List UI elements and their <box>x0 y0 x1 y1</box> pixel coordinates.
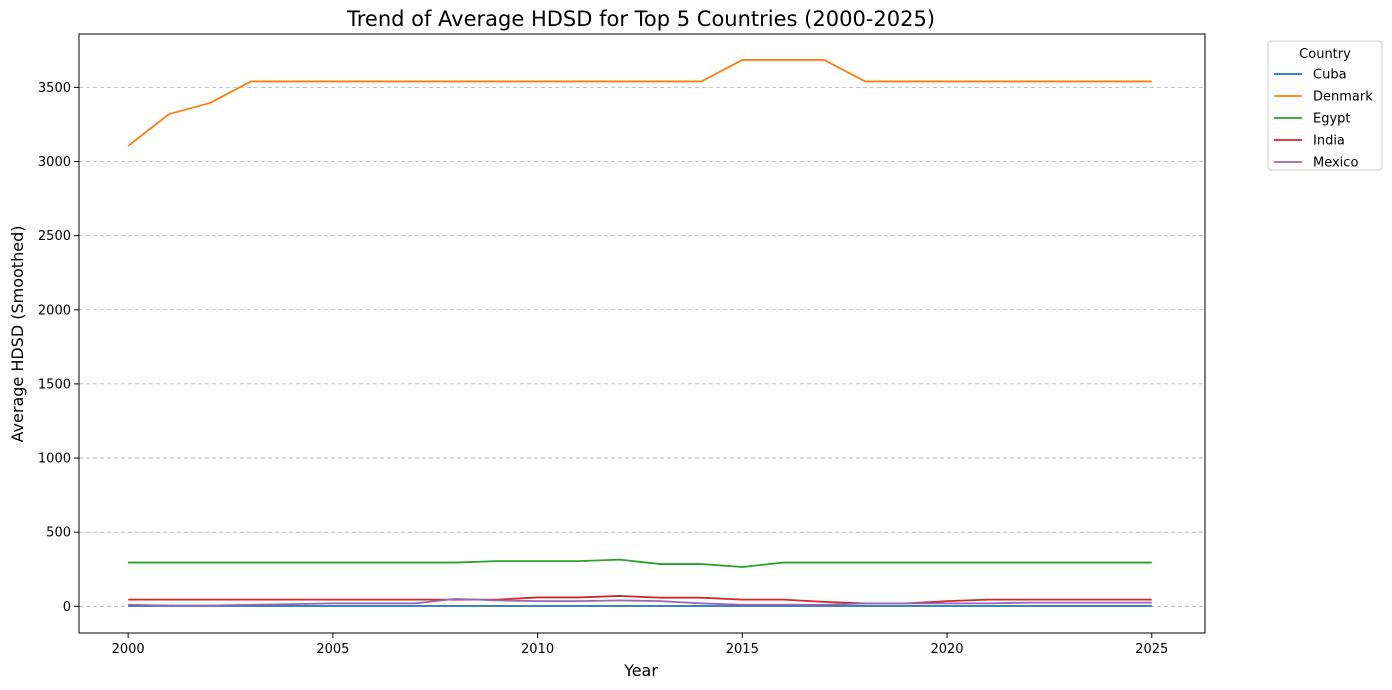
x-tick-label: 2025 <box>1135 642 1168 657</box>
y-gridlines <box>79 86 1205 607</box>
legend-label-cuba: Cuba <box>1313 68 1347 83</box>
legend-label-india: India <box>1313 134 1345 149</box>
y-tick-label: 500 <box>46 526 71 541</box>
x-tick-label: 2015 <box>726 642 759 657</box>
legend-label-egypt: Egypt <box>1313 112 1351 127</box>
y-tick-label: 2000 <box>38 303 71 318</box>
legend-label-denmark: Denmark <box>1313 90 1373 105</box>
series-line-denmark <box>127 59 1152 147</box>
y-axis-label: Average HDSD (Smoothed) <box>8 226 27 443</box>
y-axis-ticks: 0 500 1000 1500 2000 2500 3000 3500 <box>38 81 79 615</box>
chart-title: Trend of Average HDSD for Top 5 Countrie… <box>346 7 935 31</box>
y-tick-label: 3000 <box>38 155 71 170</box>
x-tick-label: 2010 <box>521 642 554 657</box>
x-axis-label: Year <box>623 661 658 680</box>
y-tick-label: 3500 <box>38 81 71 96</box>
y-tick-label: 0 <box>63 600 71 615</box>
legend-label-mexico: Mexico <box>1313 156 1358 171</box>
legend: Country Cuba Denmark Egypt India Mexico <box>1267 40 1383 171</box>
plot-area-frame <box>78 33 1206 634</box>
x-tick-label: 2020 <box>930 642 963 657</box>
series-lines <box>127 59 1152 607</box>
series-line-egypt <box>128 558 1152 568</box>
series-line-mexico <box>128 598 1152 607</box>
y-tick-label: 1000 <box>38 452 71 467</box>
y-tick-label: 2500 <box>38 229 71 244</box>
legend-title: Country <box>1299 47 1351 62</box>
x-tick-label: 2005 <box>316 642 349 657</box>
series-line-india <box>128 595 1152 605</box>
y-tick-label: 1500 <box>38 377 71 392</box>
x-tick-label: 2000 <box>112 642 145 657</box>
x-axis-ticks: 2000 2005 2010 2015 2020 2025 <box>112 633 1168 657</box>
